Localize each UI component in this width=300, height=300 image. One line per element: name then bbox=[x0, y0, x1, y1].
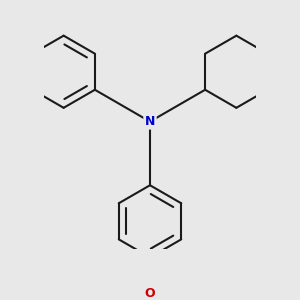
Text: N: N bbox=[145, 115, 155, 128]
Text: O: O bbox=[145, 287, 155, 300]
